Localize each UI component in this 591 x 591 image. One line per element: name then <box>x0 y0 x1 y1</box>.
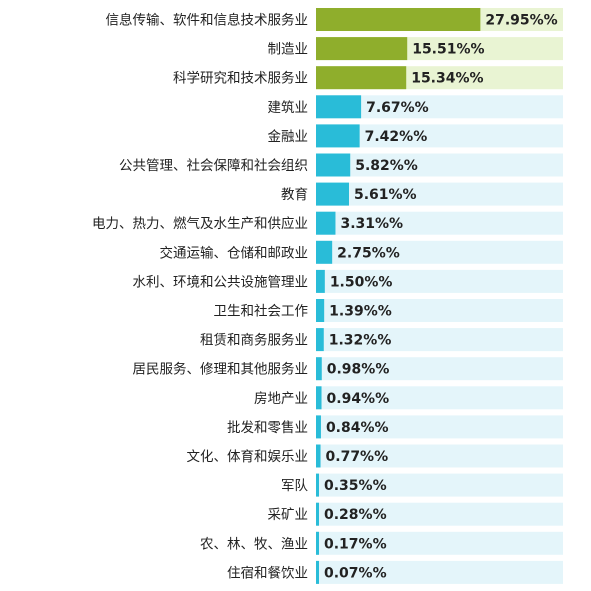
value-label: 1.32%% <box>329 333 392 349</box>
bar-track <box>316 386 563 410</box>
category-label: 住宿和餐饮业 <box>227 564 308 581</box>
category-label: 卫生和社会工作 <box>214 304 309 320</box>
value-label: 7.67%% <box>366 100 429 116</box>
bar-track <box>316 211 563 235</box>
bar-track <box>316 182 563 206</box>
category-label: 公共管理、社会保障和社会组织 <box>119 158 308 174</box>
bar-track <box>316 328 563 352</box>
category-label: 教育 <box>281 187 308 203</box>
category-label: 军队 <box>281 478 308 494</box>
bar <box>316 240 333 264</box>
bar <box>316 415 321 439</box>
category-label: 信息传输、软件和信息技术服务业 <box>106 12 309 29</box>
bar-track <box>316 531 563 555</box>
bar <box>316 211 336 235</box>
bar-track <box>316 357 563 381</box>
value-label: 1.50%% <box>330 274 393 290</box>
bar <box>316 531 319 555</box>
category-label: 批发和零售业 <box>227 420 308 436</box>
value-label: 5.61%% <box>354 187 417 203</box>
category-label: 水利、环境和公共设施管理业 <box>133 274 309 290</box>
value-label: 0.98%% <box>327 362 390 378</box>
value-label: 1.39%% <box>329 304 392 320</box>
category-label: 电力、热力、燃气及水生产和供应业 <box>92 215 308 232</box>
value-label: 0.84%% <box>326 420 389 436</box>
bar <box>316 357 322 381</box>
bar <box>316 182 349 206</box>
bar <box>316 560 319 584</box>
bar-track <box>316 415 563 439</box>
value-label: 0.94%% <box>327 391 390 407</box>
bar <box>316 124 360 148</box>
category-label: 交通运输、仓储和邮政业 <box>160 244 309 261</box>
bar-track <box>316 560 563 584</box>
category-label: 房地产业 <box>254 391 308 407</box>
category-label: 金融业 <box>268 129 309 145</box>
value-label: 0.35%% <box>324 478 387 494</box>
bar-track <box>316 269 563 293</box>
bar-track <box>316 240 563 264</box>
bar-track <box>316 153 563 177</box>
bar <box>316 299 325 322</box>
value-label: 7.42%% <box>365 129 428 145</box>
value-label: 0.77%% <box>326 449 389 465</box>
bar <box>316 473 319 497</box>
value-labels: 27.95%%15.51%% 15.34%% 7.67%% 7.42%% 5.82%% 5… <box>324 13 558 582</box>
value-label: 5.82%% <box>355 158 418 174</box>
bar <box>316 386 322 410</box>
value-label: 15.34%% <box>411 71 483 87</box>
bar <box>316 269 325 293</box>
category-label: 建筑业 <box>268 100 309 116</box>
bar-track <box>316 444 563 468</box>
category-label: 居民服务、修理和其他服务业 <box>133 362 309 378</box>
category-label: 制造业 <box>268 42 309 58</box>
bar <box>316 95 362 119</box>
bar <box>316 444 321 468</box>
bar-track <box>316 124 563 148</box>
value-label: 2.75%% <box>337 245 400 261</box>
value-label: 27.95%% <box>485 13 557 29</box>
category-labels: 信息传输、软件和信息技术服务业制造业科学研究和技术服务业建筑业金融业公共管理、社… <box>92 12 308 582</box>
bar <box>316 153 351 177</box>
bars <box>316 8 481 584</box>
category-label: 采矿业 <box>268 507 309 523</box>
bar-tracks <box>316 8 563 584</box>
value-label: 0.28%% <box>324 507 387 523</box>
category-label: 文化、体育和娱乐业 <box>187 449 309 465</box>
bar-track <box>316 299 563 322</box>
bar <box>316 37 408 61</box>
value-label: 0.07%% <box>324 565 387 581</box>
value-label: 15.51%% <box>412 42 484 58</box>
bar-track <box>316 502 563 526</box>
bar-track <box>316 95 563 119</box>
bar <box>316 8 481 31</box>
bar <box>316 328 324 352</box>
bar-track <box>316 473 563 497</box>
value-label: 3.31%% <box>340 216 403 232</box>
category-label: 租赁和商务服务业 <box>200 333 308 349</box>
value-label: 0.17%% <box>324 536 387 552</box>
category-label: 农、林、牧、渔业 <box>200 536 308 552</box>
bar <box>316 502 319 526</box>
category-label: 科学研究和技术服务业 <box>173 71 308 87</box>
bar <box>316 66 407 90</box>
